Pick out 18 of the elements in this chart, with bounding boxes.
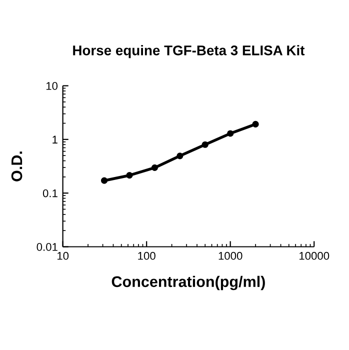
point [227,130,234,137]
y-tick-label: 10 [46,82,58,90]
point [176,152,184,160]
point [126,172,133,179]
y-tick-label: 1 [52,136,58,144]
x-tick-label: 10000 [300,252,330,260]
point [151,164,158,172]
y-tick-label: 0.1 [42,189,58,198]
x-tick-label: 100 [138,252,156,260]
x-axis-title: Concentration(pg/ml) [112,276,265,290]
point [252,120,259,128]
chart-title: Horse equine TGF-Beta 3 ELISA Kit [73,45,305,58]
y-axis-title: O.D. [11,152,22,182]
point [100,177,108,184]
y-tick-label: 0.01 [36,243,58,251]
x-tick-label: 1000 [218,252,242,260]
x-tick-label: 10 [57,252,69,260]
point [202,141,208,148]
